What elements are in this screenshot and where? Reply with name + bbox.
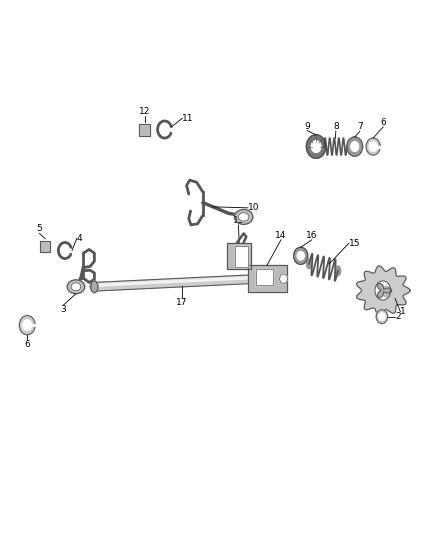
Text: 6: 6 [379, 118, 385, 127]
Circle shape [346, 137, 362, 156]
FancyBboxPatch shape [226, 243, 251, 269]
FancyBboxPatch shape [255, 269, 273, 285]
Circle shape [381, 286, 390, 297]
Text: 7: 7 [356, 122, 362, 131]
Circle shape [19, 316, 35, 335]
FancyBboxPatch shape [39, 241, 50, 252]
Ellipse shape [238, 213, 248, 221]
Text: 12: 12 [139, 107, 150, 116]
FancyBboxPatch shape [234, 246, 247, 266]
Ellipse shape [91, 281, 98, 293]
Circle shape [293, 247, 307, 264]
Text: 14: 14 [275, 231, 286, 240]
Circle shape [368, 142, 376, 151]
FancyBboxPatch shape [248, 265, 286, 292]
Circle shape [306, 135, 325, 158]
Text: 5: 5 [36, 224, 42, 233]
Circle shape [297, 252, 304, 260]
Circle shape [375, 310, 387, 324]
Text: 15: 15 [348, 239, 360, 247]
Circle shape [374, 281, 390, 300]
Text: 10: 10 [247, 204, 259, 212]
Text: 17: 17 [176, 298, 187, 308]
Text: 8: 8 [332, 122, 338, 131]
Ellipse shape [234, 209, 252, 224]
Ellipse shape [335, 266, 340, 276]
Text: 1: 1 [399, 308, 405, 316]
FancyBboxPatch shape [138, 124, 150, 136]
Ellipse shape [71, 282, 81, 291]
Polygon shape [377, 284, 391, 297]
Circle shape [311, 141, 320, 152]
Circle shape [350, 142, 358, 151]
Text: 6: 6 [24, 340, 30, 349]
Circle shape [365, 138, 379, 155]
Text: 11: 11 [182, 114, 193, 123]
Text: 4: 4 [77, 234, 82, 243]
Circle shape [378, 313, 384, 320]
Text: 13: 13 [232, 216, 244, 225]
Circle shape [23, 320, 32, 330]
Text: 9: 9 [304, 122, 310, 131]
Text: 3: 3 [60, 305, 67, 314]
Text: 2: 2 [394, 312, 400, 321]
Polygon shape [356, 266, 409, 315]
Circle shape [279, 274, 287, 284]
Text: 16: 16 [305, 231, 317, 240]
Ellipse shape [67, 280, 85, 294]
Ellipse shape [306, 259, 311, 269]
